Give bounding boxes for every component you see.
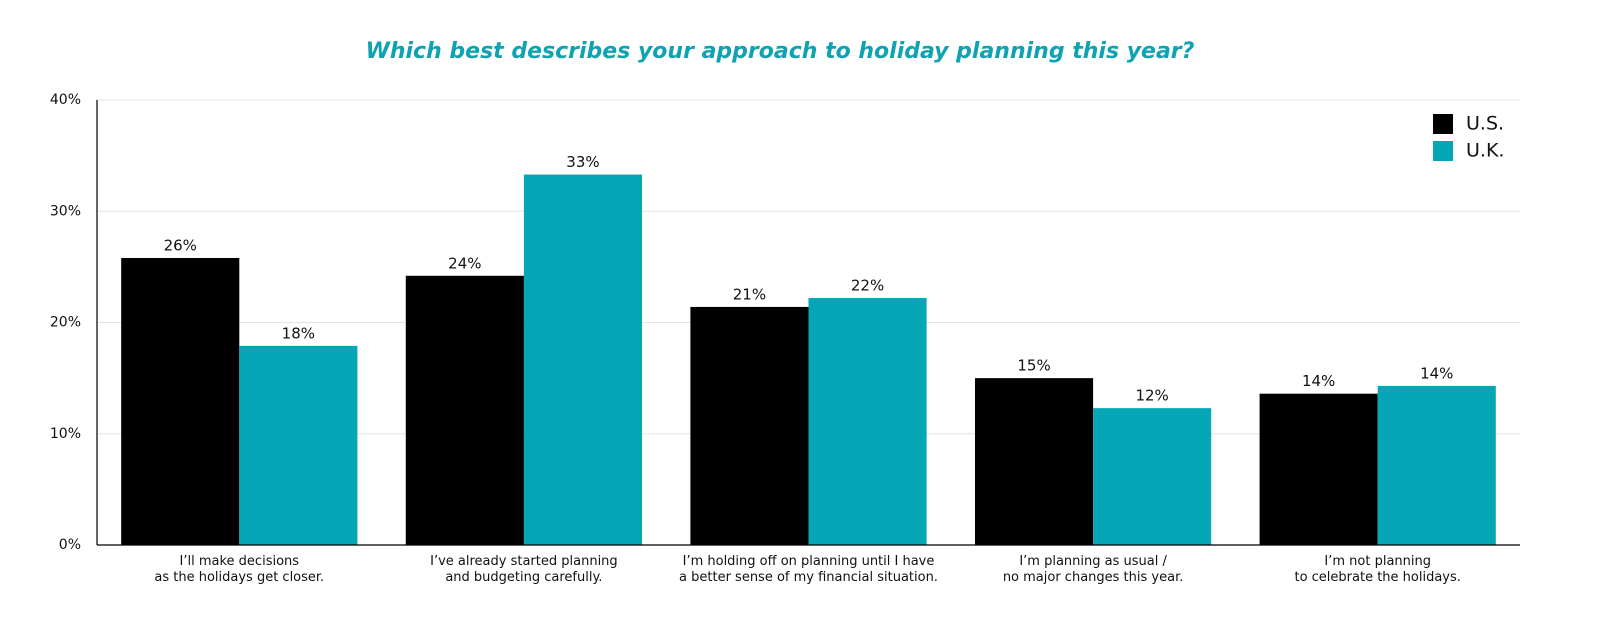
bar — [808, 298, 927, 545]
y-tick-label: 30% — [50, 203, 81, 219]
value-label: 21% — [733, 285, 766, 303]
x-tick-label-line: I’m holding off on planning until I have — [683, 554, 935, 569]
value-label: 18% — [282, 324, 315, 342]
legend-label: U.S. — [1466, 113, 1504, 135]
x-tick-label-line: I’m not planning — [1324, 554, 1431, 569]
bar — [523, 174, 643, 545]
y-tick-label: 10% — [50, 426, 81, 442]
x-tick-label: I’ll make decisions as the holidays get c… — [154, 554, 324, 585]
x-tick-label: I’m planning as usual / no major changes … — [1003, 554, 1184, 585]
x-tick-label-line: I’ve already started planning — [430, 554, 618, 569]
bar — [690, 306, 809, 545]
x-tick-label-line: I’ll make decisions — [180, 554, 300, 569]
bar — [1093, 408, 1212, 545]
value-label: 12% — [1135, 387, 1168, 405]
y-tick-label: 0% — [59, 537, 81, 553]
value-label: 14% — [1302, 372, 1335, 390]
bar — [1259, 393, 1378, 545]
legend-swatch — [1433, 114, 1453, 134]
value-label: 24% — [448, 254, 481, 272]
bar — [1377, 385, 1496, 545]
bar — [239, 345, 358, 545]
x-tick-label: I’m not planning to celebrate the holiday… — [1294, 554, 1460, 585]
y-tick-label: 20% — [50, 315, 81, 331]
y-tick-label: 40% — [50, 92, 81, 108]
value-label: 22% — [851, 277, 884, 295]
x-tick-label-line: to celebrate the holidays. — [1294, 570, 1460, 585]
x-tick-label: I’ve already started planning and budgeti… — [430, 554, 618, 585]
bar — [974, 378, 1094, 545]
value-label: 26% — [164, 236, 197, 254]
x-tick-label-line: as the holidays get closer. — [154, 570, 324, 585]
x-tick-label-line: a better sense of my financial situation… — [679, 570, 938, 585]
legend-swatch — [1433, 141, 1453, 161]
bar — [121, 257, 240, 545]
chart-title: Which best describes your approach to ho… — [366, 39, 1195, 64]
value-label: 33% — [566, 153, 599, 171]
legend-label: U.K. — [1466, 140, 1504, 162]
bar — [405, 275, 524, 545]
x-tick-label-line: no major changes this year. — [1003, 570, 1184, 585]
x-tick-label-line: I’m planning as usual / — [1019, 554, 1167, 569]
x-tick-label-line: and budgeting carefully. — [445, 570, 602, 585]
x-tick-label: I’m holding off on planning until I have… — [679, 554, 938, 585]
value-label: 14% — [1420, 364, 1453, 382]
value-label: 15% — [1017, 357, 1050, 375]
